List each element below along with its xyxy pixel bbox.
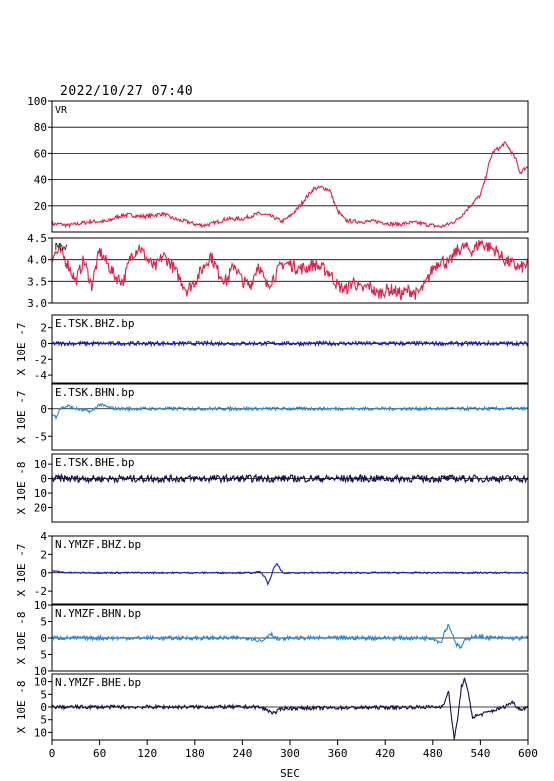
xtick-label-4: 240 xyxy=(232,747,252,760)
ytick-label-n-ymzf-bhn-2: 0 xyxy=(40,632,47,645)
xtick-label-0: 0 xyxy=(49,747,56,760)
ytick-label-mw-1: 3.5 xyxy=(27,275,47,288)
ytick-label-n-ymzf-bhn-1: 5 xyxy=(40,649,47,662)
ytick-label-n-ymzf-bhz-1: 0 xyxy=(40,567,47,580)
panel-n-ymzf-bhn: 10 5 0 5 10 N.YMZF.BHN.bp X 10E -8 xyxy=(15,599,529,678)
trace-n-ymzf-bhn xyxy=(51,624,529,650)
datetime-header: 2022/10/27 07:40 xyxy=(60,84,194,99)
trace-e-tsk-bhz xyxy=(51,339,529,348)
ytick-label-n-ymzf-bhn-3: 5 xyxy=(40,616,47,629)
trace-n-ymzf-bhz xyxy=(51,563,529,586)
ytick-label-e-tsk-bhz-3: 2 xyxy=(40,322,47,335)
ytick-label-e-tsk-bhe-2: 0 xyxy=(40,473,47,486)
frame-e-tsk-bhe xyxy=(51,453,529,523)
trace-n-ymzf-bhe xyxy=(51,677,529,740)
ytick-label-n-ymzf-bhe-4: 10 xyxy=(34,676,47,689)
panel-label-vr: VR xyxy=(55,105,68,116)
unit-label-n-ymzf-bhn: X 10E -8 xyxy=(15,612,28,665)
ytick-label-n-ymzf-bhz-0: -2 xyxy=(34,585,47,598)
panel-label-e-tsk-bhz: E.TSK.BHZ.bp xyxy=(55,317,134,330)
frame-mw xyxy=(51,237,529,304)
ytick-label-e-tsk-bhn-1: 0 xyxy=(40,403,47,416)
trace-mw xyxy=(51,238,529,301)
frame-vr xyxy=(51,100,529,233)
ytick-label-n-ymzf-bhn-4: 10 xyxy=(34,599,47,612)
panel-e-tsk-bhn: -5 0 E.TSK.BHN.bp X 10E -7 xyxy=(15,383,529,451)
ytick-label-vr-3: 80 xyxy=(34,121,47,134)
xtick-label-3: 180 xyxy=(185,747,205,760)
panel-label-e-tsk-bhe: E.TSK.BHE.bp xyxy=(55,456,134,469)
xtick-label-9: 540 xyxy=(470,747,490,760)
unit-label-n-ymzf-bhe: X 10E -8 xyxy=(15,681,28,734)
ytick-label-n-ymzf-bhz-2: 2 xyxy=(40,548,47,561)
frame-n-ymzf-bhz xyxy=(51,535,529,605)
xtick-label-1: 60 xyxy=(93,747,106,760)
ytick-label-vr-0: 20 xyxy=(34,200,47,213)
ytick-label-n-ymzf-bhe-1: 5 xyxy=(40,714,47,727)
xtick-label-7: 420 xyxy=(375,747,395,760)
ytick-label-vr-1: 40 xyxy=(34,174,47,187)
unit-label-e-tsk-bhz: X 10E -7 xyxy=(15,323,28,376)
panel-label-mw: Mw xyxy=(55,242,68,253)
ytick-label-e-tsk-bhn-0: -5 xyxy=(34,430,47,443)
ytick-label-n-ymzf-bhn-0: 10 xyxy=(34,665,47,678)
xtick-label-8: 480 xyxy=(423,747,443,760)
ytick-label-vr-4: 100 xyxy=(27,95,47,108)
trace-vr xyxy=(51,141,529,229)
xtick-label-2: 120 xyxy=(137,747,157,760)
ytick-label-mw-2: 4.0 xyxy=(27,254,47,267)
ytick-label-e-tsk-bhe-3: 10 xyxy=(34,458,47,471)
panel-vr: 20 40 60 80 100 VR xyxy=(27,95,529,233)
panel-e-tsk-bhz: -4 -2 0 2 E.TSK.BHZ.bp X 10E -7 xyxy=(15,314,529,384)
ytick-label-n-ymzf-bhe-0: 10 xyxy=(34,726,47,739)
panel-label-n-ymzf-bhe: N.YMZF.BHE.bp xyxy=(55,676,141,689)
unit-label-e-tsk-bhn: X 10E -7 xyxy=(15,391,28,444)
panel-label-n-ymzf-bhn: N.YMZF.BHN.bp xyxy=(55,607,141,620)
ytick-label-e-tsk-bhe-0: 20 xyxy=(34,502,47,515)
x-axis-label: SEC xyxy=(280,767,300,780)
xtick-label-6: 360 xyxy=(328,747,348,760)
frame-e-tsk-bhz xyxy=(51,314,529,384)
panel-label-e-tsk-bhn: E.TSK.BHN.bp xyxy=(55,386,134,399)
ytick-label-e-tsk-bhz-2: 0 xyxy=(40,337,47,350)
ytick-label-mw-0: 3.0 xyxy=(27,297,47,310)
x-axis: 0 60 120 180 240 300 360 420 480 540 600 SEC xyxy=(49,740,538,780)
panel-mw: 3.0 3.5 4.0 4.5 Mw xyxy=(27,232,529,310)
unit-label-n-ymzf-bhz: X 10E -7 xyxy=(15,544,28,597)
panel-n-ymzf-bhz: -2 0 2 4 N.YMZF.BHZ.bp X 10E -7 xyxy=(15,530,529,605)
panel-label-n-ymzf-bhz: N.YMZF.BHZ.bp xyxy=(55,538,141,551)
trace-e-tsk-bhe xyxy=(51,473,529,485)
ytick-label-n-ymzf-bhe-3: 5 xyxy=(40,688,47,701)
ytick-label-e-tsk-bhz-0: -4 xyxy=(34,369,48,382)
ytick-label-n-ymzf-bhz-3: 4 xyxy=(40,530,47,543)
ytick-label-mw-3: 4.5 xyxy=(27,232,47,245)
ytick-label-e-tsk-bhe-1: 10 xyxy=(34,487,47,500)
ytick-label-e-tsk-bhz-1: -2 xyxy=(34,353,47,366)
frame-e-tsk-bhn xyxy=(51,383,529,451)
xtick-label-10: 600 xyxy=(518,747,538,760)
trace-e-tsk-bhn xyxy=(51,402,529,421)
unit-label-e-tsk-bhe: X 10E -8 xyxy=(15,462,28,515)
ytick-label-n-ymzf-bhe-2: 0 xyxy=(40,701,47,714)
xtick-label-5: 300 xyxy=(280,747,300,760)
ytick-label-vr-2: 60 xyxy=(34,147,47,160)
